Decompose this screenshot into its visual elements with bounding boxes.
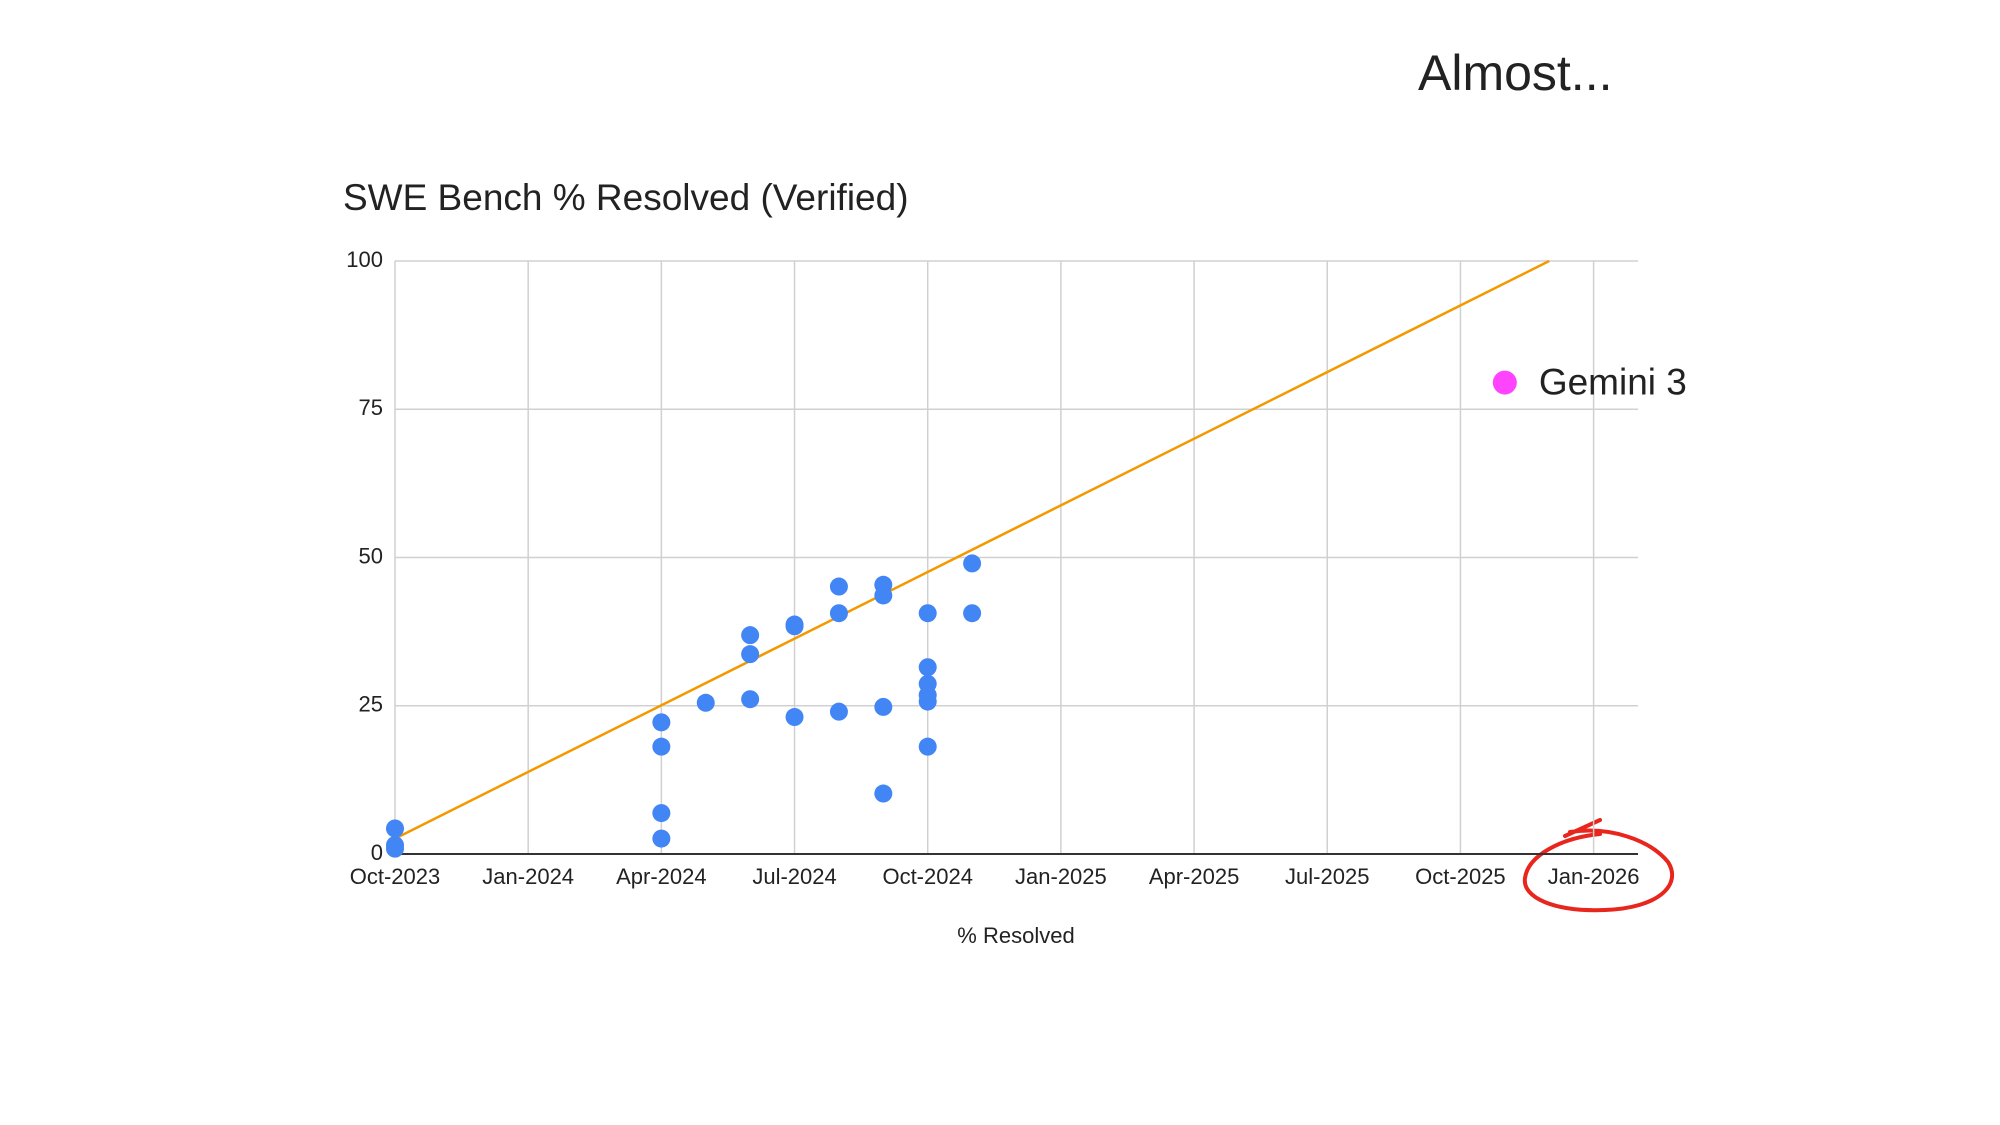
data-point [918,604,937,623]
x-tick-label: Jul-2024 [752,864,836,889]
data-point [696,693,715,712]
data-point [963,554,982,573]
data-point [741,690,760,709]
x-axis-label: % Resolved [957,923,1074,948]
data-point [652,804,671,823]
data-point [829,702,848,721]
data-point [918,658,937,677]
y-tick-label: 25 [359,692,383,717]
data-point [918,686,937,705]
data-point [652,737,671,756]
data-point [741,645,760,664]
data-point [386,819,404,838]
slide-heading: Almost... [1418,45,1612,101]
annotation-label: Gemini 3 [1539,361,1687,402]
x-tick-label: Apr-2025 [1149,864,1240,889]
data-point [652,713,671,732]
y-tick-label: 75 [359,395,383,420]
data-point [874,784,893,803]
data-point [785,708,804,727]
x-tick-label: Apr-2024 [616,864,707,889]
data-point [741,626,760,645]
chart-title: SWE Bench % Resolved (Verified) [343,177,909,218]
trendline [394,259,1550,840]
data-point [785,615,804,634]
x-tick-label: Oct-2023 [350,864,441,889]
data-point [652,829,671,848]
x-tick-label: Jan-2024 [482,864,574,889]
data-point [874,697,893,716]
y-tick-label: 0 [371,840,383,865]
x-tick-label: Oct-2024 [882,864,973,889]
data-point [829,604,848,623]
data-point [386,839,404,858]
data-point [918,737,937,756]
data-point [963,604,982,623]
y-tick-label: 100 [346,247,383,272]
y-tick-label: 50 [359,543,383,568]
x-tick-label: Oct-2025 [1415,864,1506,889]
data-point [829,577,848,596]
x-tick-label: Jan-2026 [1548,864,1640,889]
x-tick-label: Jul-2025 [1285,864,1369,889]
annotation-dot [1492,370,1517,395]
x-tick-label: Jan-2025 [1015,864,1107,889]
data-point [874,575,893,594]
